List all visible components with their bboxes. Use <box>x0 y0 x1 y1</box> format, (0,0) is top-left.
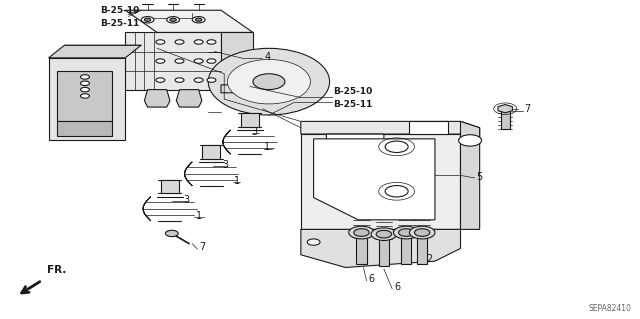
Circle shape <box>145 18 151 21</box>
Circle shape <box>194 78 203 82</box>
Polygon shape <box>145 90 170 107</box>
Circle shape <box>371 228 397 241</box>
Circle shape <box>399 229 414 236</box>
Bar <box>161 180 179 194</box>
Text: 4: 4 <box>264 52 271 62</box>
Circle shape <box>175 40 184 44</box>
Circle shape <box>81 75 90 79</box>
Polygon shape <box>301 229 461 268</box>
Circle shape <box>385 141 408 152</box>
Text: 1: 1 <box>196 211 202 221</box>
Circle shape <box>175 78 184 82</box>
Text: 6: 6 <box>369 274 374 284</box>
Polygon shape <box>223 130 230 154</box>
Circle shape <box>167 17 179 23</box>
Polygon shape <box>125 33 221 90</box>
Polygon shape <box>57 70 113 122</box>
Polygon shape <box>221 85 262 93</box>
Circle shape <box>394 226 419 239</box>
Polygon shape <box>314 139 435 220</box>
Text: B-25-10: B-25-10 <box>333 87 372 96</box>
Polygon shape <box>176 90 202 107</box>
Circle shape <box>376 230 392 238</box>
Polygon shape <box>301 134 461 229</box>
Ellipse shape <box>208 48 330 115</box>
Polygon shape <box>498 105 513 113</box>
Circle shape <box>207 78 216 82</box>
Circle shape <box>207 40 216 44</box>
Circle shape <box>141 17 154 23</box>
Bar <box>417 233 428 264</box>
Polygon shape <box>143 197 151 221</box>
Circle shape <box>194 59 203 63</box>
Bar <box>356 233 367 264</box>
Circle shape <box>307 239 320 245</box>
Circle shape <box>349 226 374 239</box>
Circle shape <box>385 186 408 197</box>
Polygon shape <box>301 122 479 140</box>
Ellipse shape <box>227 59 310 104</box>
Circle shape <box>156 40 165 44</box>
Polygon shape <box>49 58 125 140</box>
Bar <box>401 233 412 264</box>
Polygon shape <box>461 122 479 229</box>
Polygon shape <box>57 122 113 136</box>
Text: 1: 1 <box>234 176 241 186</box>
Polygon shape <box>221 33 253 90</box>
Text: 7: 7 <box>199 242 205 252</box>
Polygon shape <box>49 45 141 58</box>
Circle shape <box>253 74 285 90</box>
Circle shape <box>81 81 90 85</box>
Circle shape <box>170 18 176 21</box>
Circle shape <box>156 78 165 82</box>
Polygon shape <box>184 162 192 186</box>
Circle shape <box>410 226 435 239</box>
Circle shape <box>192 17 205 23</box>
Text: 6: 6 <box>394 282 400 292</box>
Text: 3: 3 <box>183 195 189 205</box>
Circle shape <box>194 40 203 44</box>
Circle shape <box>354 229 369 236</box>
Text: 7: 7 <box>524 104 531 114</box>
Circle shape <box>156 59 165 63</box>
Text: 1: 1 <box>264 142 271 152</box>
Text: 3: 3 <box>252 127 258 137</box>
Polygon shape <box>410 122 448 134</box>
Text: B-25-10: B-25-10 <box>100 6 139 15</box>
Circle shape <box>81 94 90 98</box>
Circle shape <box>415 229 430 236</box>
Bar <box>379 234 389 266</box>
Bar <box>241 113 259 127</box>
Circle shape <box>166 230 178 237</box>
Circle shape <box>81 87 90 92</box>
Circle shape <box>207 59 216 63</box>
Text: B-25-11: B-25-11 <box>100 19 139 28</box>
Text: FR.: FR. <box>47 265 67 275</box>
Text: 3: 3 <box>222 160 228 170</box>
Circle shape <box>195 18 202 21</box>
Bar <box>500 109 509 129</box>
Circle shape <box>459 135 481 146</box>
Polygon shape <box>326 134 384 166</box>
Text: 2: 2 <box>426 254 432 263</box>
Bar <box>202 145 220 159</box>
Polygon shape <box>125 10 253 33</box>
Text: 5: 5 <box>476 172 483 182</box>
Text: B-25-11: B-25-11 <box>333 100 372 109</box>
Circle shape <box>175 59 184 63</box>
Text: SEPA82410: SEPA82410 <box>589 304 632 313</box>
